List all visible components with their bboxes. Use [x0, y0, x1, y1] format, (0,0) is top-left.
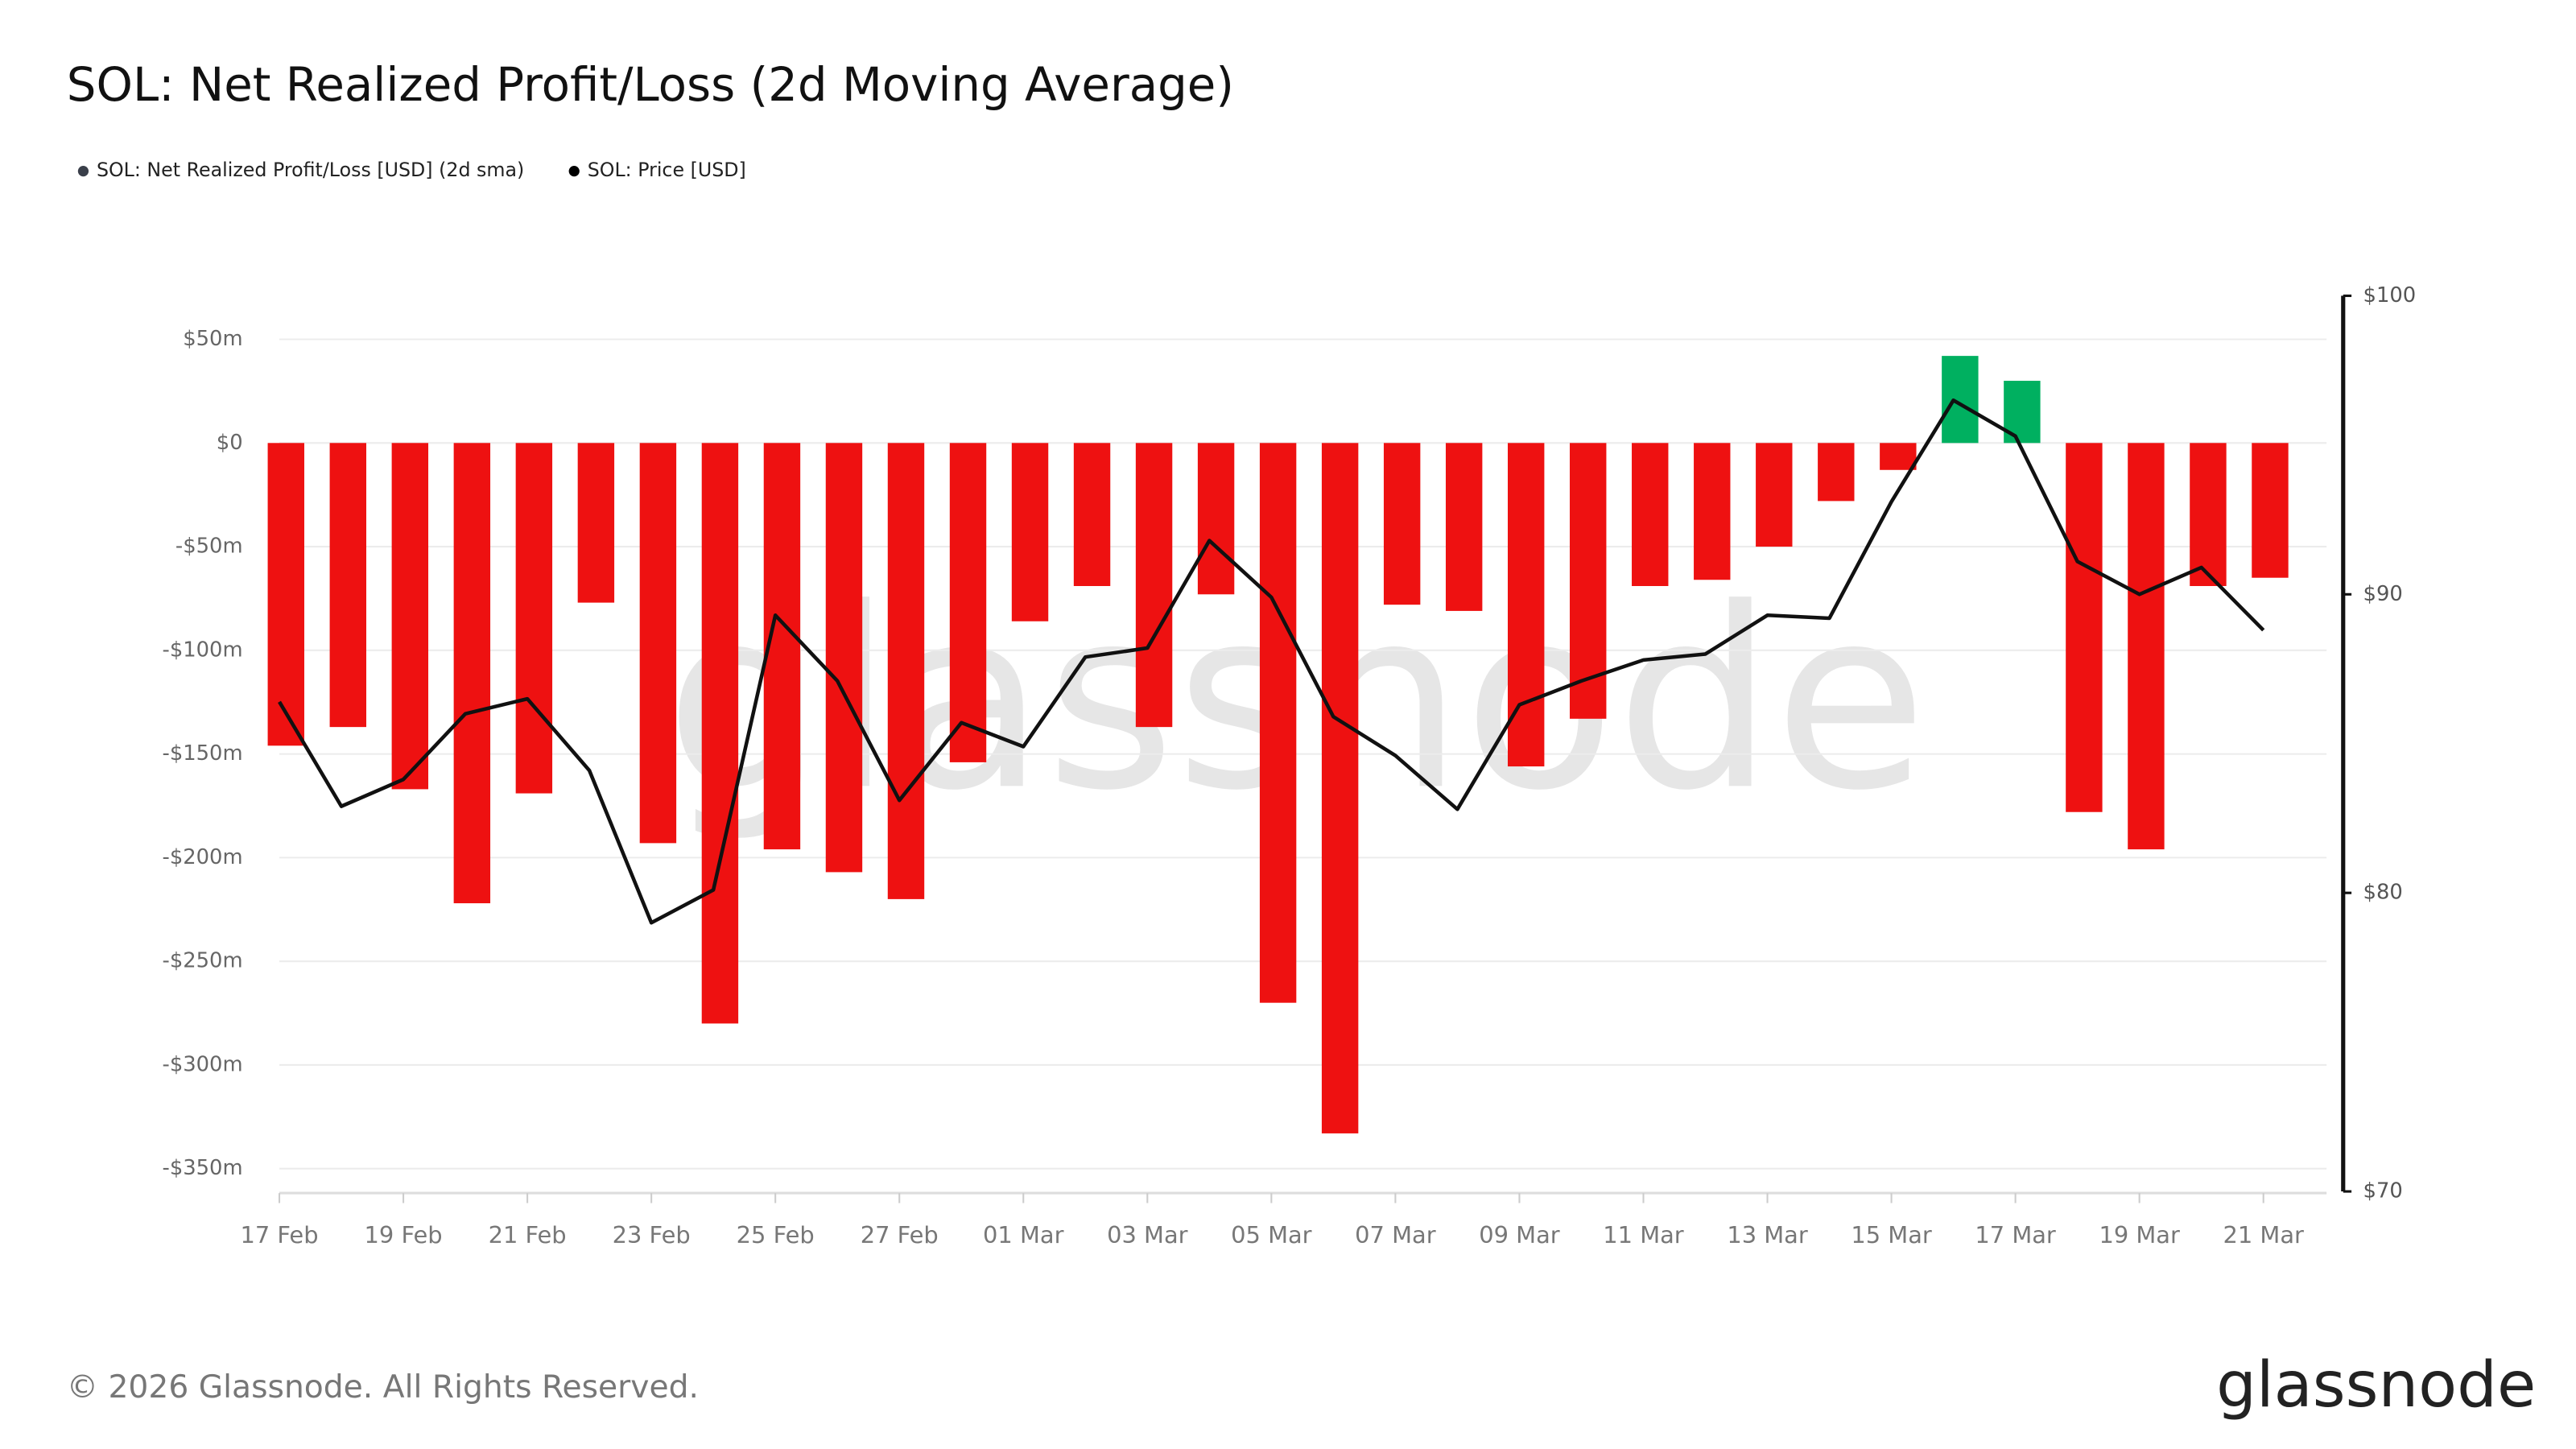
bar — [1818, 443, 1855, 502]
bar — [639, 443, 677, 844]
bar — [701, 443, 739, 1024]
bar — [1011, 443, 1049, 621]
chart-title: SOL: Net Realized Profit/Loss (2d Moving… — [67, 57, 1234, 112]
x-tick-label: 27 Feb — [861, 1221, 939, 1249]
bar — [453, 443, 491, 904]
x-tick-label: 09 Mar — [1479, 1221, 1560, 1249]
bar — [1135, 443, 1173, 728]
y2-tick-label: $100 — [2363, 283, 2417, 308]
x-tick-label: 01 Mar — [983, 1221, 1064, 1249]
bar — [2252, 443, 2289, 578]
x-tick-label: 11 Mar — [1603, 1221, 1684, 1249]
y-tick-label: -$200m — [163, 845, 243, 869]
price-line — [278, 398, 2265, 925]
bar — [1197, 443, 1235, 595]
bar — [1756, 443, 1793, 547]
y-tick-label: -$300m — [163, 1052, 243, 1076]
legend-label: SOL: Price [USD] — [588, 159, 746, 181]
x-tick-label: 17 Mar — [1975, 1221, 2056, 1249]
x-tick-label: 23 Feb — [613, 1221, 691, 1249]
y-tick-label: -$100m — [163, 638, 243, 662]
y2-tick-label: $90 — [2363, 582, 2403, 606]
x-tick-label: 21 Mar — [2223, 1221, 2304, 1249]
y-tick-label: -$150m — [163, 741, 243, 766]
bar — [1383, 443, 1421, 605]
x-tick-label: 19 Feb — [365, 1221, 443, 1249]
logo: glassnode — [2216, 1348, 2536, 1422]
y-tick-label: -$50m — [175, 535, 243, 559]
bar — [825, 443, 863, 873]
x-tick-label: 17 Feb — [240, 1221, 318, 1249]
bar — [1942, 356, 1979, 444]
bar — [577, 443, 615, 603]
legend-marker — [568, 166, 580, 177]
y-tick-label: -$350m — [163, 1156, 243, 1180]
bar — [1259, 443, 1297, 1003]
y2-tick-label: $80 — [2363, 881, 2403, 905]
bar — [267, 443, 304, 746]
x-tick-label: 19 Mar — [2099, 1221, 2180, 1249]
y-tick-label: $50m — [183, 327, 242, 351]
x-tick-label: 25 Feb — [737, 1221, 815, 1249]
bar — [1321, 443, 1359, 1133]
x-tick-label: 07 Mar — [1355, 1221, 1436, 1249]
bar — [1694, 443, 1731, 580]
legend-label: SOL: Net Realized Profit/Loss [USD] (2d … — [97, 159, 524, 181]
bar — [515, 443, 553, 794]
x-tick-label: 03 Mar — [1107, 1221, 1188, 1249]
bar — [1073, 443, 1111, 587]
y2-tick-label: $70 — [2363, 1179, 2403, 1203]
bar — [1632, 443, 1669, 587]
y-tick-label: -$250m — [163, 949, 243, 973]
bar — [329, 443, 367, 728]
legend-marker — [77, 166, 89, 177]
bar — [2190, 443, 2227, 587]
bar — [887, 443, 925, 899]
bar — [949, 443, 987, 762]
bar — [391, 443, 429, 790]
y-tick-label: $0 — [217, 431, 243, 455]
x-tick-label: 21 Feb — [489, 1221, 567, 1249]
bar — [2128, 443, 2165, 850]
x-tick-label: 13 Mar — [1727, 1221, 1808, 1249]
x-tick-label: 05 Mar — [1231, 1221, 1312, 1249]
bar — [1880, 443, 1917, 470]
footer: © 2026 Glassnode. All Rights Reserved. — [67, 1369, 699, 1406]
x-tick-label: 15 Mar — [1851, 1221, 1932, 1249]
bar — [2066, 443, 2103, 812]
bar — [1445, 443, 1483, 611]
